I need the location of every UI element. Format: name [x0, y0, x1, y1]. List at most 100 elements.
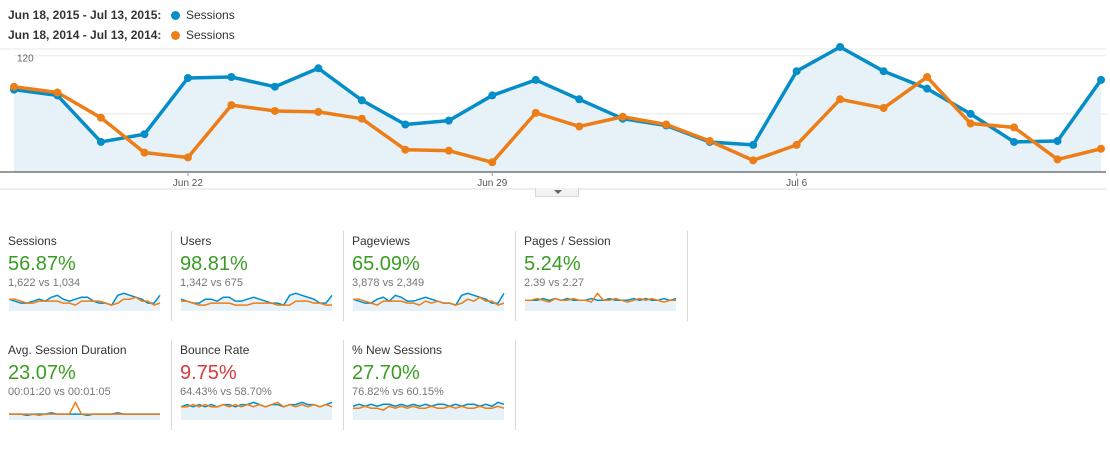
sparkline-area: [9, 293, 160, 311]
metric-tile-avg-session-duration[interactable]: Avg. Session Duration 23.07% 00:01:20 vs 0…: [0, 340, 172, 430]
y-tick-label: 120: [17, 54, 34, 65]
metric-change: 98.81%: [180, 253, 248, 275]
metric-change: 5.24%: [524, 253, 581, 275]
current-series-point[interactable]: [357, 96, 366, 105]
legend-name-current: Sessions: [186, 8, 235, 22]
current-series-point[interactable]: [140, 130, 149, 139]
metric-tile-sessions[interactable]: Sessions 56.87% 1,622 vs 1,034: [0, 231, 172, 321]
sparkline: [8, 292, 161, 311]
previous-series-point[interactable]: [705, 136, 714, 145]
sparkline: [352, 292, 505, 311]
previous-series-point[interactable]: [183, 153, 192, 162]
metric-change: 65.09%: [352, 253, 420, 275]
previous-series-point[interactable]: [618, 112, 627, 121]
previous-series-point[interactable]: [357, 114, 366, 123]
metric-tile-pages-session[interactable]: Pages / Session 5.24% 2.39 vs 2.27: [516, 231, 688, 321]
sparkline-current: [180, 401, 333, 408]
sparkline-area: [525, 298, 676, 311]
legend-dot-previous: [171, 30, 180, 40]
metric-label: Pageviews: [352, 234, 411, 248]
metric-tile-users[interactable]: Users 98.81% 1,342 vs 675: [172, 231, 344, 321]
previous-series-point[interactable]: [1010, 123, 1019, 132]
current-series-point[interactable]: [531, 75, 540, 84]
previous-series-point[interactable]: [444, 146, 453, 155]
metric-comparison: 3,878 vs 2,349: [352, 277, 425, 289]
sparkline: [352, 401, 505, 420]
x-tick-label: Jul 6: [786, 178, 808, 189]
sparkline-area: [181, 293, 332, 311]
legend-entry-previous[interactable]: Jun 18, 2014 - Jul 13, 2014: Sessions: [8, 25, 235, 45]
metric-change: 23.07%: [8, 362, 76, 384]
sparkline-current: [180, 292, 333, 306]
metric-label: Bounce Rate: [180, 343, 250, 357]
metric-tile-pageviews[interactable]: Pageviews 65.09% 3,878 vs 2,349: [344, 231, 516, 321]
current-series-point[interactable]: [183, 73, 192, 82]
legend-dot-current: [171, 10, 180, 20]
previous-series-point[interactable]: [227, 101, 236, 110]
previous-series-point[interactable]: [140, 148, 149, 157]
metric-change: 56.87%: [8, 253, 76, 275]
previous-series-point[interactable]: [10, 82, 18, 91]
sparkline-previous: [353, 296, 505, 306]
previous-series-point[interactable]: [314, 107, 323, 116]
current-series-point[interactable]: [879, 67, 888, 76]
current-series-point[interactable]: [314, 64, 323, 73]
previous-series-point[interactable]: [749, 156, 758, 165]
current-series-point[interactable]: [96, 137, 105, 146]
previous-series-point[interactable]: [1097, 144, 1105, 153]
legend-range-previous: Jun 18, 2014 - Jul 13, 2014:: [8, 28, 162, 42]
metric-tile-new-sessions[interactable]: % New Sessions 27.70% 76.82% vs 60.15%: [344, 340, 516, 430]
legend-range-current: Jun 18, 2015 - Jul 13, 2015:: [8, 8, 162, 22]
metric-comparison: 2.39 vs 2.27: [524, 277, 584, 289]
previous-series-point[interactable]: [836, 95, 845, 104]
previous-series-point[interactable]: [96, 113, 105, 122]
sparkline-current: [525, 297, 677, 302]
previous-series-point[interactable]: [531, 108, 540, 117]
current-series-point[interactable]: [966, 109, 975, 118]
previous-series-point[interactable]: [270, 106, 279, 115]
current-series-line: [13, 45, 1103, 147]
previous-series-point[interactable]: [488, 158, 497, 167]
current-series-point[interactable]: [575, 95, 584, 104]
current-series-point[interactable]: [1010, 137, 1019, 146]
metric-change: 9.75%: [180, 362, 237, 384]
sparkline-previous: [181, 401, 333, 408]
sparkline-previous: [181, 300, 332, 306]
current-series-point[interactable]: [792, 67, 801, 76]
previous-series-point[interactable]: [662, 120, 671, 129]
sparkline-previous: [353, 405, 505, 411]
chart-legend: Jun 18, 2015 - Jul 13, 2015: Sessions Ju…: [8, 5, 235, 45]
sparkline: [180, 401, 333, 420]
sparkline-previous: [525, 292, 676, 303]
metric-tile-bounce-rate[interactable]: Bounce Rate 9.75% 64.43% vs 58.70%: [172, 340, 344, 430]
previous-series-point[interactable]: [53, 88, 62, 97]
current-series-point[interactable]: [1053, 136, 1062, 145]
chevron-down-icon: [554, 190, 562, 194]
current-series-point[interactable]: [923, 84, 932, 93]
sparkline: [9, 400, 160, 420]
previous-series-point[interactable]: [575, 122, 584, 131]
legend-entry-current[interactable]: Jun 18, 2015 - Jul 13, 2015: Sessions: [8, 5, 235, 25]
sparkline-previous: [9, 296, 161, 306]
metric-change: 27.70%: [352, 362, 420, 384]
previous-series-point[interactable]: [879, 104, 888, 113]
previous-series-point[interactable]: [1053, 155, 1062, 164]
sparkline: [180, 292, 333, 311]
current-series-area: [14, 46, 1101, 172]
current-series-point[interactable]: [488, 91, 497, 100]
current-series-point[interactable]: [401, 120, 410, 129]
current-series-point[interactable]: [1097, 75, 1105, 84]
sparkline-current: [352, 292, 505, 306]
current-series-point[interactable]: [270, 82, 279, 91]
current-series-point[interactable]: [444, 116, 453, 125]
previous-series-point[interactable]: [792, 140, 801, 149]
current-series-point[interactable]: [227, 73, 236, 82]
current-series-point[interactable]: [836, 42, 845, 51]
previous-series-point[interactable]: [923, 73, 932, 82]
previous-series-point[interactable]: [966, 119, 975, 128]
previous-series-point[interactable]: [401, 145, 410, 154]
chart-collapse-handle[interactable]: [535, 188, 579, 197]
metric-label: Avg. Session Duration: [8, 343, 127, 357]
current-series-point[interactable]: [749, 140, 758, 149]
